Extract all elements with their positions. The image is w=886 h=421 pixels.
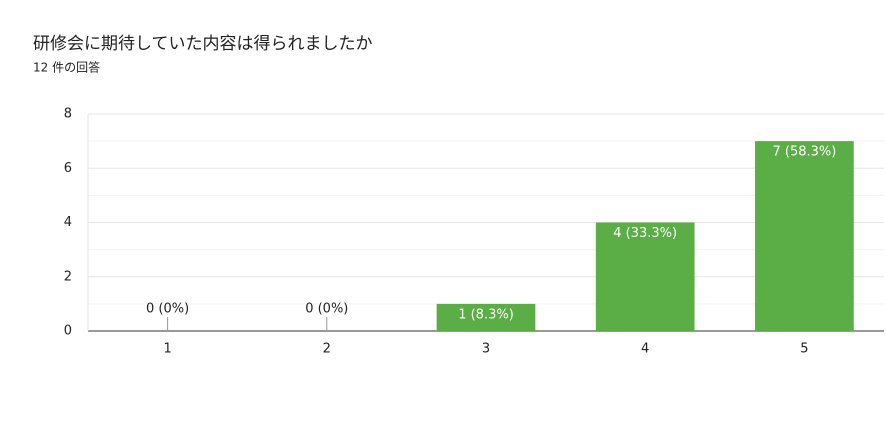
data-label: 4 (33.3%) [613, 226, 677, 241]
y-tick-label: 8 [64, 107, 72, 122]
y-tick-label: 4 [64, 215, 72, 230]
x-tick-label: 3 [482, 342, 490, 357]
data-label: 0 (0%) [146, 302, 189, 317]
bar [595, 222, 695, 331]
data-label: 7 (58.3%) [772, 145, 836, 160]
chart-subtitle: 12 件の回答 [33, 60, 100, 75]
data-label: 0 (0%) [305, 302, 348, 317]
chart-title: 研修会に期待していた内容は得られましたか [33, 34, 373, 54]
x-tick-label: 5 [800, 342, 808, 357]
y-tick-label: 6 [64, 161, 72, 176]
x-tick-label: 1 [163, 342, 171, 357]
x-tick-label: 4 [641, 342, 649, 357]
bar [436, 303, 536, 331]
y-tick-label: 0 [64, 324, 72, 339]
data-label: 1 (8.3%) [458, 307, 514, 322]
bar [755, 141, 854, 331]
x-tick-label: 2 [323, 342, 331, 357]
y-tick-label: 2 [64, 269, 72, 284]
